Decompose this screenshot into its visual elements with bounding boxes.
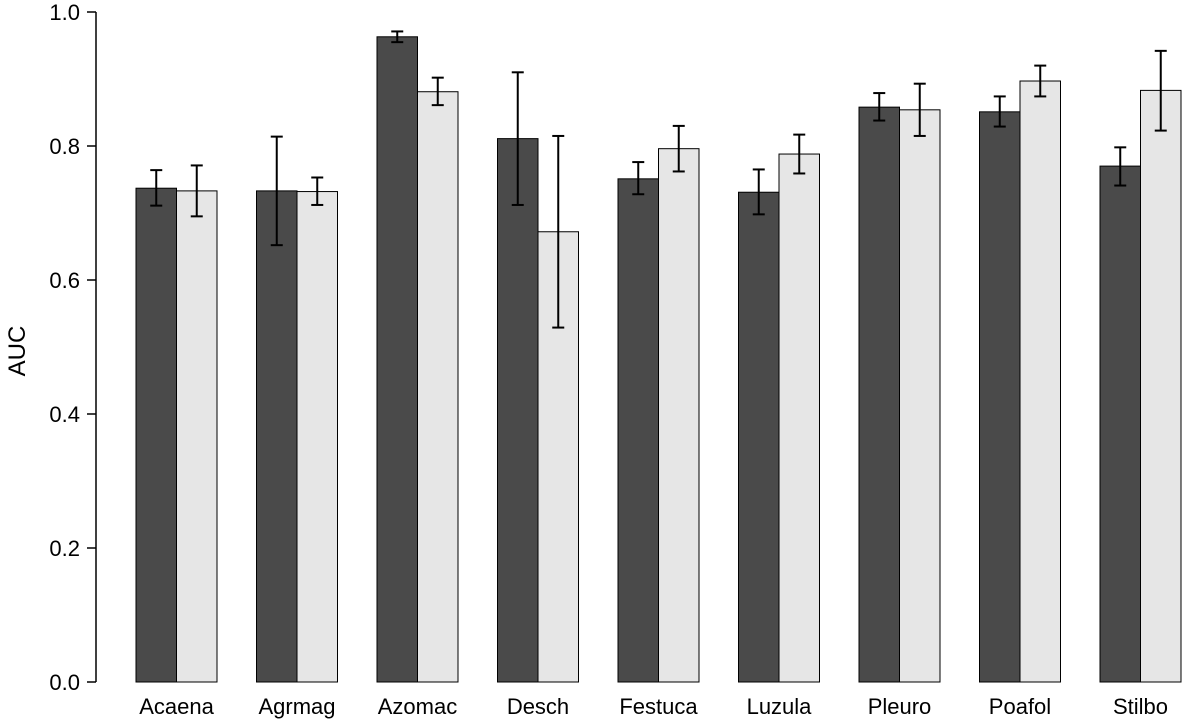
x-tick-label-stilbo: Stilbo <box>1113 694 1168 719</box>
error-bars-layer <box>150 30 1167 329</box>
x-tick-label-poafol: Poafol <box>989 694 1051 719</box>
bar-agrmag-series-1 <box>256 190 298 683</box>
y-tick-label: 0.4 <box>49 402 80 427</box>
bar-acaena-series-2 <box>176 190 218 683</box>
bar-agrmag-series-2 <box>296 191 338 683</box>
bar-luzula-series-1 <box>738 191 780 683</box>
bars-layer <box>135 36 1182 683</box>
y-tick-label: 0.2 <box>49 536 80 561</box>
bar-acaena-series-1 <box>135 187 177 683</box>
bar-stilbo-series-1 <box>1099 165 1141 683</box>
bar-stilbo-series-2 <box>1140 89 1182 683</box>
bar-festuca-series-2 <box>658 148 700 683</box>
y-tick-label: 0.8 <box>49 134 80 159</box>
x-tick-label-azomac: Azomac <box>378 694 457 719</box>
x-tick-label-luzula: Luzula <box>747 694 813 719</box>
bar-luzula-series-2 <box>778 153 820 683</box>
bar-pleuro-series-2 <box>899 109 941 683</box>
bar-azomac-series-2 <box>417 91 459 683</box>
y-axis: 0.0 0.2 0.4 0.6 0.8 1.0 <box>49 0 97 695</box>
x-tick-label-desch: Desch <box>507 694 569 719</box>
x-tick-label-festuca: Festuca <box>619 694 698 719</box>
bar-poafol-series-1 <box>979 111 1021 683</box>
bar-pleuro-series-1 <box>858 106 900 683</box>
x-tick-label-acaena: Acaena <box>139 694 214 719</box>
y-tick-label: 1.0 <box>49 0 80 25</box>
bar-azomac-series-1 <box>376 36 418 683</box>
bar-festuca-series-1 <box>617 178 659 683</box>
y-tick-label: 0.6 <box>49 268 80 293</box>
x-axis-labels: Acaena Agrmag Azomac Desch Festuca Luzula Pleu… <box>139 694 1168 719</box>
x-tick-label-agrmag: Agrmag <box>258 694 335 719</box>
y-axis-title: AUC <box>4 326 31 377</box>
x-tick-label-pleuro: Pleuro <box>868 694 932 719</box>
y-tick-label: 0.0 <box>49 670 80 695</box>
bar-poafol-series-2 <box>1019 80 1061 683</box>
bar-desch-series-1 <box>497 138 539 683</box>
